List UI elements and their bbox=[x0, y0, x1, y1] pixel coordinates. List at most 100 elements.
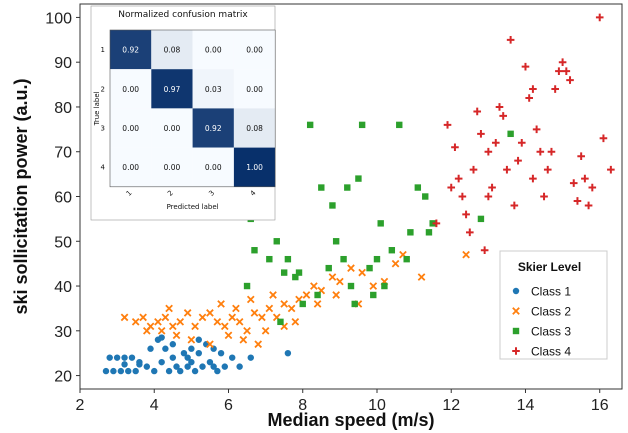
confusion-matrix-cell-value: 0.08 bbox=[164, 46, 181, 55]
data-point-class-1 bbox=[143, 363, 151, 370]
data-point-class-1 bbox=[121, 361, 128, 368]
data-point-class-1 bbox=[247, 354, 254, 361]
data-point-class-3 bbox=[414, 184, 422, 191]
confusion-matrix-cell-value: 0.00 bbox=[164, 124, 181, 133]
data-point-class-4 bbox=[577, 152, 585, 161]
y-tick-label: 30 bbox=[54, 324, 72, 341]
x-tick-label: 2 bbox=[76, 397, 85, 414]
confusion-matrix-cell-value: 1.00 bbox=[246, 163, 263, 172]
data-point-class-4 bbox=[532, 125, 541, 134]
data-point-class-4 bbox=[584, 201, 593, 210]
data-points bbox=[102, 13, 615, 375]
data-point-class-4 bbox=[581, 174, 589, 183]
data-point-class-4 bbox=[506, 36, 515, 44]
data-point-class-3 bbox=[358, 121, 366, 129]
data-point-class-1 bbox=[214, 367, 221, 375]
data-point-class-4 bbox=[491, 138, 500, 147]
confusion-matrix-cell bbox=[192, 147, 234, 187]
data-point-class-4 bbox=[443, 121, 452, 129]
data-point-class-1 bbox=[217, 349, 225, 357]
data-point-class-2 bbox=[217, 300, 225, 308]
data-point-class-2 bbox=[280, 300, 289, 308]
data-point-class-1 bbox=[199, 363, 206, 370]
data-point-class-3 bbox=[266, 255, 273, 263]
data-point-class-1 bbox=[177, 367, 184, 375]
data-point-class-2 bbox=[258, 313, 266, 322]
data-point-class-2 bbox=[198, 313, 207, 322]
confusion-matrix-row-label: 4 bbox=[101, 164, 106, 172]
data-point-class-3 bbox=[332, 238, 340, 245]
data-point-class-2 bbox=[254, 340, 263, 349]
y-tick-label: 60 bbox=[54, 190, 72, 207]
data-point-class-4 bbox=[573, 197, 582, 205]
confusion-matrix-cell-value: 0.08 bbox=[246, 124, 263, 133]
data-point-class-4 bbox=[454, 174, 463, 183]
data-point-class-1 bbox=[151, 367, 158, 375]
data-point-class-2 bbox=[417, 273, 426, 281]
data-point-class-3 bbox=[422, 193, 429, 200]
x-tick-label: 12 bbox=[442, 397, 460, 414]
y-tick-label: 80 bbox=[54, 100, 72, 117]
data-point-class-4 bbox=[599, 134, 608, 143]
confusion-matrix-cell bbox=[151, 30, 193, 70]
confusion-matrix-cells: 0.92 0.08 0.00 0.00 0.00 0.97 0.03 0.00 0.00 0.00… bbox=[109, 29, 276, 188]
data-point-class-4 bbox=[488, 183, 496, 192]
data-point-class-2 bbox=[213, 318, 222, 326]
data-point-class-4 bbox=[547, 147, 556, 156]
data-point-class-4 bbox=[503, 165, 511, 174]
data-point-class-4 bbox=[521, 62, 530, 71]
data-point-class-1 bbox=[110, 367, 117, 375]
confusion-matrix-cell bbox=[151, 147, 193, 187]
data-point-class-3 bbox=[370, 291, 377, 299]
legend-entry: Class 3 bbox=[531, 325, 571, 339]
data-point-class-2 bbox=[336, 277, 344, 286]
confusion-matrix-border bbox=[109, 29, 276, 188]
confusion-matrix-col-label: 1 bbox=[125, 189, 134, 198]
data-point-class-3 bbox=[477, 215, 485, 223]
confusion-matrix-cell-value: 0.03 bbox=[205, 85, 222, 94]
confusion-matrix-tick-labels: 1 2 3 4 1 2 3 4 bbox=[101, 46, 258, 198]
data-point-class-2 bbox=[265, 304, 274, 313]
data-point-class-2 bbox=[235, 318, 244, 326]
data-point-class-4 bbox=[566, 76, 574, 84]
confusion-matrix-cell bbox=[233, 108, 276, 148]
data-point-class-1 bbox=[180, 349, 188, 357]
data-point-class-2 bbox=[139, 313, 147, 322]
data-point-class-1 bbox=[132, 367, 139, 375]
legend-marker bbox=[512, 287, 520, 295]
data-point-class-4 bbox=[432, 219, 441, 228]
confusion-matrix-cell bbox=[192, 30, 234, 70]
data-point-class-3 bbox=[284, 255, 292, 263]
data-point-class-1 bbox=[210, 363, 217, 370]
data-point-class-4 bbox=[529, 174, 537, 183]
data-point-class-4 bbox=[495, 103, 504, 111]
data-point-class-2 bbox=[183, 309, 192, 317]
data-point-class-2 bbox=[176, 318, 185, 326]
data-point-class-1 bbox=[173, 363, 180, 370]
confusion-matrix-cell bbox=[110, 30, 152, 70]
data-point-class-2 bbox=[206, 340, 214, 349]
data-point-class-4 bbox=[473, 107, 482, 116]
data-point-class-3 bbox=[366, 264, 373, 272]
data-point-class-4 bbox=[484, 147, 493, 156]
confusion-matrix-cell-value: 0.00 bbox=[246, 85, 263, 94]
y-tick-label: 50 bbox=[54, 234, 72, 251]
data-point-class-1 bbox=[191, 367, 199, 375]
data-point-class-1 bbox=[236, 363, 243, 370]
y-axis-ticks: 20 30 40 50 60 70 80 90 100 bbox=[45, 10, 80, 386]
data-point-class-4 bbox=[555, 67, 563, 75]
legend-entry: Class 2 bbox=[531, 305, 571, 319]
confusion-matrix-cell bbox=[233, 147, 276, 187]
confusion-matrix-col-label: 2 bbox=[166, 189, 175, 198]
legend-marker bbox=[512, 347, 520, 355]
data-point-class-2 bbox=[291, 318, 300, 326]
confusion-matrix-inset: Normalized confusion matrix 0.92 0.08 0.00… bbox=[90, 5, 276, 221]
data-point-class-1 bbox=[158, 334, 165, 341]
data-point-class-4 bbox=[458, 192, 467, 201]
data-point-class-1 bbox=[125, 367, 132, 375]
data-point-class-4 bbox=[451, 143, 459, 152]
confusion-matrix-col-label: 4 bbox=[249, 189, 258, 198]
data-point-class-2 bbox=[165, 304, 173, 313]
confusion-matrix-cell-value: 0.97 bbox=[164, 85, 181, 94]
